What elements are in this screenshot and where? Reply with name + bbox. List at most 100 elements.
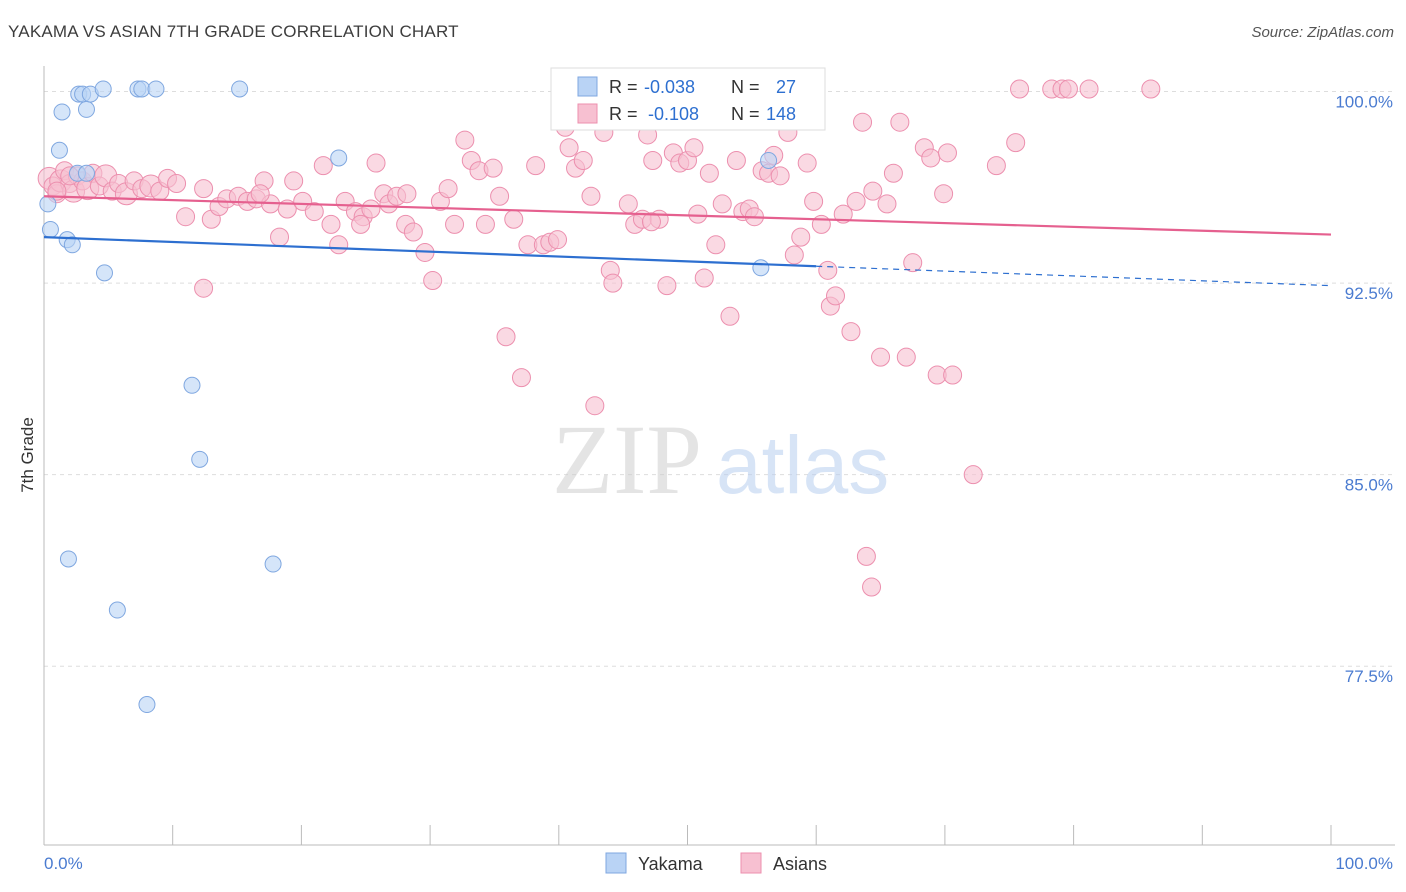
asians-point <box>284 171 304 191</box>
asians-point <box>797 153 817 173</box>
asians-point <box>811 214 831 234</box>
asians-point <box>581 186 601 206</box>
asians-point <box>490 186 510 206</box>
asians-point <box>445 214 465 234</box>
asians-points <box>37 79 1161 597</box>
asians-point <box>1010 79 1030 99</box>
asians-point <box>841 322 861 342</box>
asians-point <box>791 227 811 247</box>
asians-point <box>712 194 732 214</box>
asians-point <box>804 191 824 211</box>
yakama-point <box>94 80 112 98</box>
yakama-point <box>147 80 165 98</box>
y-tick-label: 77.5% <box>1345 667 1393 686</box>
stats-asians-n-value: 148 <box>766 104 796 124</box>
legend-asians-swatch[interactable] <box>740 852 762 874</box>
yakama-point <box>77 164 95 182</box>
stats-yakama-r-label: R = <box>609 77 638 97</box>
asians-point <box>351 214 371 234</box>
asians-point <box>250 184 270 204</box>
asians-point <box>176 207 196 227</box>
legend-yakama-swatch[interactable] <box>605 852 627 874</box>
y-tick-label: 100.0% <box>1335 93 1393 112</box>
asians-point <box>963 465 983 485</box>
source-label: Source: ZipAtlas.com <box>1251 24 1394 41</box>
yakama-point <box>191 450 209 468</box>
asians-point <box>504 209 524 229</box>
yakama-point <box>330 149 348 167</box>
legend-asians-label[interactable]: Asians <box>773 854 827 874</box>
watermark-atlas: atlas <box>716 420 889 511</box>
asians-point <box>526 156 546 176</box>
asians-point <box>455 130 475 150</box>
asians-point <box>643 151 663 171</box>
asians-point <box>618 194 638 214</box>
asians-point <box>720 306 740 326</box>
asians-point <box>1079 79 1099 99</box>
asians-trend-line <box>43 195 1332 236</box>
asians-point <box>862 577 882 597</box>
asians-point <box>366 153 386 173</box>
asians-point <box>361 199 381 219</box>
asians-point <box>194 179 214 199</box>
asians-point <box>684 138 704 158</box>
yakama-point <box>39 195 57 213</box>
asians-point <box>548 230 568 250</box>
asians-point <box>573 151 593 171</box>
asians-point <box>657 276 677 296</box>
asians-point <box>313 156 333 176</box>
y-tick-labels: 77.5% 85.0% 92.5% 100.0% <box>1335 93 1393 687</box>
asians-point <box>194 278 214 298</box>
x-tick-label-max: 100.0% <box>1335 854 1393 873</box>
asians-point <box>856 546 876 566</box>
asians-point <box>321 214 341 234</box>
trend-lines <box>43 195 1332 287</box>
asians-point <box>937 143 957 163</box>
yakama-point <box>183 376 201 394</box>
yakama-point <box>95 264 113 282</box>
yakama-trend-line <box>43 236 817 268</box>
stats-yakama-n-label: N = <box>731 77 760 97</box>
asians-point <box>511 368 531 388</box>
asians-point <box>403 222 423 242</box>
asians-point <box>423 271 443 291</box>
stats-asians-n-label: N = <box>731 104 760 124</box>
y-tick-label: 92.5% <box>1345 284 1393 303</box>
stats-box: R = -0.038 N = 27 R = -0.108 N = 148 <box>550 67 826 131</box>
legend-yakama-label[interactable]: Yakama <box>638 854 704 874</box>
yakama-point <box>133 80 151 98</box>
asians-point <box>397 184 417 204</box>
yakama-point <box>138 696 156 714</box>
asians-point <box>641 212 661 232</box>
yakama-points <box>39 80 778 714</box>
grid-lines <box>44 91 1395 667</box>
watermark-zip: ZIP <box>552 404 702 515</box>
yakama-point <box>50 141 68 159</box>
y-tick-label: 85.0% <box>1345 476 1393 495</box>
asians-point <box>883 163 903 183</box>
asians-point <box>304 202 324 222</box>
asians-point <box>475 214 495 234</box>
asians-point <box>877 194 897 214</box>
stats-yakama-swatch <box>577 76 598 97</box>
y-axis-title: 7th Grade <box>18 417 37 493</box>
legend: Yakama Asians <box>605 852 827 874</box>
yakama-point <box>264 555 282 573</box>
x-tick-label-min: 0.0% <box>44 854 83 873</box>
axes <box>43 66 1395 846</box>
asians-point <box>559 138 579 158</box>
watermark: ZIP atlas <box>552 404 889 515</box>
yakama-point <box>77 100 95 118</box>
asians-point <box>890 112 910 132</box>
yakama-point <box>53 103 71 121</box>
asians-point <box>1058 79 1078 99</box>
yakama-trend-extension <box>816 265 1332 287</box>
asians-point <box>329 235 349 255</box>
asians-point <box>1006 133 1026 153</box>
asians-point <box>921 148 941 168</box>
asians-point <box>438 179 458 199</box>
chart-title: YAKAMA VS ASIAN 7TH GRADE CORRELATION CH… <box>8 22 459 41</box>
x-tick-labels: 0.0% 100.0% <box>44 854 1393 873</box>
asians-point <box>167 173 187 193</box>
asians-point <box>270 227 290 247</box>
